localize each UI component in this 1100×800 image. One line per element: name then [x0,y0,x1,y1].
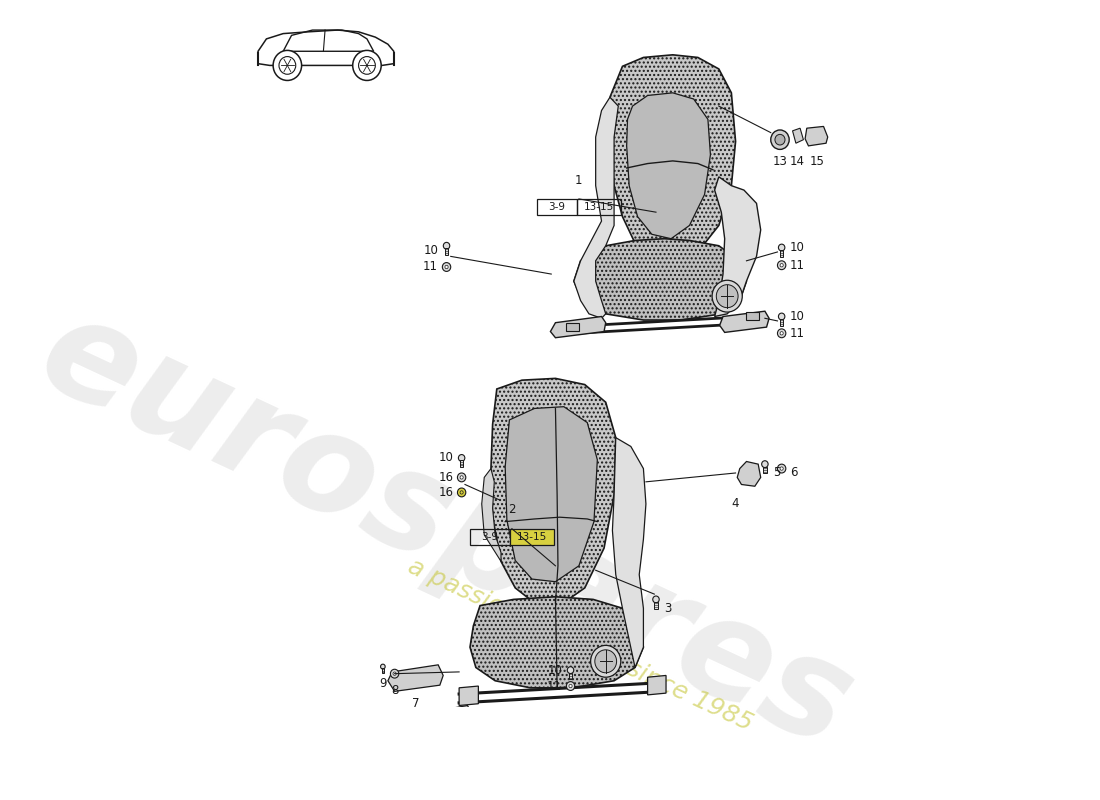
Circle shape [591,646,620,678]
Circle shape [444,266,448,269]
Circle shape [778,329,785,338]
Polygon shape [505,406,597,582]
Polygon shape [737,462,761,486]
Polygon shape [805,126,827,146]
Polygon shape [627,93,711,238]
Polygon shape [648,675,666,695]
Circle shape [443,242,450,249]
Text: 13-15: 13-15 [584,202,614,212]
Text: 13: 13 [772,154,788,168]
Text: 10: 10 [548,664,562,677]
Polygon shape [459,686,478,706]
Circle shape [652,596,659,603]
Circle shape [771,130,789,150]
Polygon shape [715,177,761,317]
Polygon shape [550,317,606,338]
Circle shape [566,682,574,690]
Circle shape [458,473,465,482]
Polygon shape [609,55,736,266]
Polygon shape [388,665,443,691]
Text: 16: 16 [438,486,453,499]
Polygon shape [569,673,572,679]
Circle shape [780,467,783,470]
Circle shape [442,262,451,271]
Polygon shape [382,668,384,674]
FancyBboxPatch shape [510,529,553,545]
Text: 10: 10 [790,241,805,254]
Polygon shape [654,602,658,609]
Polygon shape [470,597,644,688]
Polygon shape [444,248,448,255]
Polygon shape [763,466,767,474]
Text: 1: 1 [575,174,583,186]
Text: 11: 11 [790,258,805,272]
Text: 8: 8 [390,684,398,698]
Circle shape [778,464,785,473]
Polygon shape [613,438,646,667]
Text: 9: 9 [379,678,386,690]
Circle shape [273,50,301,81]
Text: 16: 16 [438,471,453,484]
Polygon shape [491,378,616,606]
Circle shape [774,134,785,145]
Circle shape [458,488,465,497]
Polygon shape [574,238,747,320]
Text: 3: 3 [664,602,672,614]
Circle shape [393,672,396,675]
Text: 13-15: 13-15 [517,532,547,542]
Circle shape [381,664,385,669]
Text: 4: 4 [732,497,739,510]
Circle shape [778,261,785,270]
Circle shape [568,666,574,674]
Circle shape [460,476,463,479]
Circle shape [779,244,785,251]
Polygon shape [719,311,769,333]
Text: 3-9: 3-9 [482,532,498,542]
Text: 11: 11 [424,261,438,274]
Text: 6: 6 [790,466,798,478]
Polygon shape [780,319,783,326]
Polygon shape [412,706,473,734]
Text: 11: 11 [547,679,562,693]
Polygon shape [792,128,803,143]
Text: 10: 10 [424,244,438,257]
Circle shape [780,332,783,335]
Circle shape [459,454,465,462]
Polygon shape [565,322,579,330]
Text: 3-9: 3-9 [549,202,565,212]
Circle shape [569,684,572,688]
Polygon shape [482,469,500,562]
Circle shape [779,313,785,320]
Circle shape [780,263,783,267]
Text: 15: 15 [810,154,824,168]
Circle shape [712,280,743,312]
Polygon shape [460,461,463,467]
Text: 10: 10 [439,451,453,465]
Text: 2: 2 [508,503,516,516]
Circle shape [595,650,617,673]
Circle shape [390,670,399,678]
Text: 14: 14 [790,154,805,168]
Polygon shape [780,250,783,257]
Text: 7: 7 [411,697,419,710]
Circle shape [353,50,382,81]
Polygon shape [574,98,618,318]
Circle shape [716,285,738,308]
Text: 10: 10 [790,310,805,323]
Text: a passion for parts since 1985: a passion for parts since 1985 [405,554,757,736]
Text: 5: 5 [773,466,781,479]
Text: eurospares: eurospares [20,284,873,777]
Polygon shape [746,312,759,320]
Circle shape [460,490,463,494]
Text: 11: 11 [790,327,805,340]
Circle shape [761,461,768,467]
